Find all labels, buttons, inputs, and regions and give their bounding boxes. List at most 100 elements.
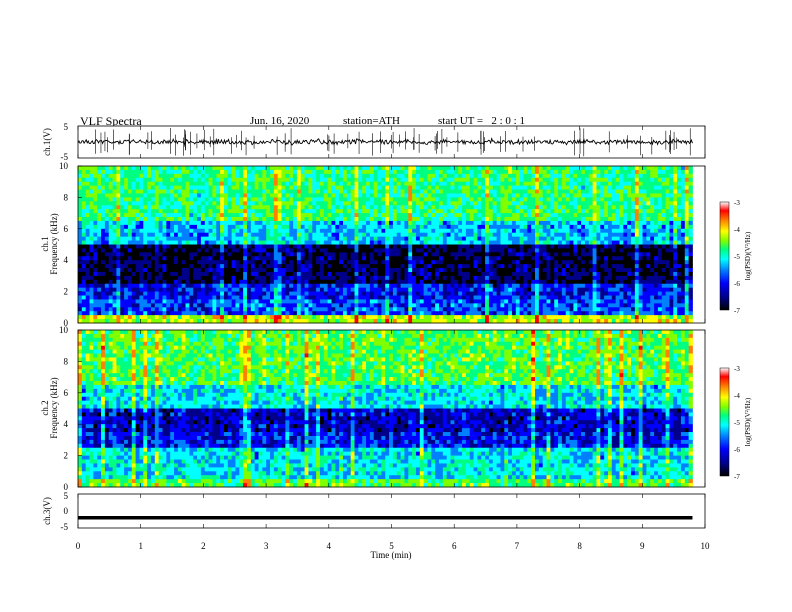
spectrogram-cell — [550, 201, 555, 206]
spectrogram-cell — [427, 185, 432, 190]
spectrogram-cell — [488, 173, 494, 179]
spectrogram-cell — [97, 209, 102, 214]
spectrogram-cell — [289, 228, 294, 234]
spectrogram-cell — [400, 275, 405, 281]
spectrogram-cell — [673, 236, 678, 241]
spectrogram-cell — [358, 244, 363, 249]
spectrogram-cell — [189, 236, 194, 241]
spectrogram-cell — [104, 166, 110, 171]
spectrogram-cell — [492, 256, 497, 261]
spectrogram-cell — [358, 240, 363, 245]
spectrogram-cell — [408, 240, 413, 245]
spectrogram-cell — [496, 205, 501, 210]
spectrogram-cell — [684, 252, 690, 257]
spectrogram-cell — [354, 205, 359, 210]
spectrogram-cell — [166, 217, 171, 222]
spectrogram-cell — [316, 173, 321, 179]
spectrogram-cell — [139, 189, 144, 194]
spectrogram-cell — [346, 275, 352, 281]
spectrogram-cell — [496, 224, 501, 230]
spectrogram-cell — [508, 271, 513, 277]
spectrogram-cell — [197, 169, 202, 175]
spectrogram-cell — [289, 177, 294, 183]
spectrogram-cell — [200, 224, 206, 230]
spectrogram-cell — [377, 256, 382, 261]
spectrogram-cell — [546, 232, 551, 238]
spectrogram-cell — [469, 260, 474, 265]
spectrogram-cell — [197, 209, 202, 214]
spectrogram-cell — [638, 240, 643, 245]
spectrogram-cell — [177, 201, 183, 206]
spectrogram-cell — [389, 173, 394, 179]
spectrogram-cell — [515, 232, 521, 238]
spectrogram-cell — [588, 209, 594, 214]
spectrogram-cell — [523, 232, 528, 238]
spectrogram-cell — [339, 189, 344, 194]
spectrogram-cell — [535, 209, 540, 214]
spectrogram-cell — [408, 256, 413, 261]
spectrogram-cell — [243, 197, 248, 202]
spectrogram-cell — [465, 217, 471, 222]
spectrogram-cell — [373, 264, 378, 269]
spectrogram-cell — [246, 224, 252, 230]
spectrogram-cell — [277, 228, 282, 234]
spectrogram-cell — [254, 177, 259, 183]
spectrogram-cell — [116, 240, 121, 245]
spectrogram-cell — [235, 177, 240, 183]
spectrogram-cell — [492, 264, 497, 269]
spectrogram-cell — [342, 166, 348, 171]
spectrogram-cell — [427, 260, 432, 265]
spectrogram-cell — [177, 264, 183, 269]
spectrogram-cell — [588, 240, 594, 245]
spectrogram-cell — [565, 213, 570, 218]
spectrogram-cell — [89, 205, 94, 210]
spectrogram-cell — [281, 181, 286, 187]
spectrogram-cell — [504, 232, 509, 238]
spectrogram-cell — [174, 201, 179, 206]
spectrogram-cell — [408, 205, 413, 210]
spectrogram-cell — [404, 252, 409, 257]
spectrogram-cell — [254, 201, 259, 206]
spectrogram-cell — [139, 209, 144, 214]
spectrogram-cell — [573, 240, 578, 245]
spectrogram-cell — [523, 268, 528, 273]
spectrogram-cell — [577, 244, 582, 249]
spectrogram-cell — [439, 279, 444, 285]
spectrogram-cell — [308, 252, 313, 257]
spectrogram-cell — [581, 264, 586, 269]
spectrogram-cell — [654, 260, 659, 265]
spectrogram-cell — [174, 275, 179, 281]
spectrogram-cell — [389, 217, 394, 222]
spectrogram-cell — [611, 197, 617, 202]
spectrogram-cell — [377, 224, 382, 230]
spectrogram-cell — [554, 213, 559, 218]
spectrogram-cell — [346, 228, 352, 234]
spectrogram-cell — [273, 213, 279, 218]
spectrogram-cell — [607, 166, 613, 171]
spectrogram-cell — [439, 248, 444, 253]
spectrogram-cell — [81, 268, 87, 273]
spectrogram-cell — [673, 275, 678, 281]
spectrogram-cell — [477, 193, 482, 198]
spectrogram-cell — [342, 256, 348, 261]
spectrogram-cell — [150, 201, 156, 206]
spectrogram-cell — [554, 279, 559, 285]
spectrogram-cell — [181, 252, 186, 257]
spectrogram-cell — [78, 166, 83, 171]
spectrogram-cell — [139, 173, 144, 179]
spectrogram-cell — [335, 189, 340, 194]
spectrogram-cell — [177, 268, 183, 273]
spectrogram-cell — [147, 264, 152, 269]
spectrogram-cell — [312, 205, 317, 210]
spectrogram-cell — [400, 260, 405, 265]
spectrogram-cell — [469, 283, 474, 289]
spectrogram-cell — [327, 166, 332, 171]
spectrogram-cell — [339, 264, 344, 269]
spectrogram-cell — [181, 201, 186, 206]
spectrogram-cell — [496, 213, 501, 218]
spectrogram-cell — [446, 181, 451, 187]
spectrogram-cell — [627, 224, 632, 230]
spectrogram-cell — [654, 173, 659, 179]
spectrogram-cell — [373, 240, 378, 245]
spectrogram-cell — [135, 268, 140, 273]
